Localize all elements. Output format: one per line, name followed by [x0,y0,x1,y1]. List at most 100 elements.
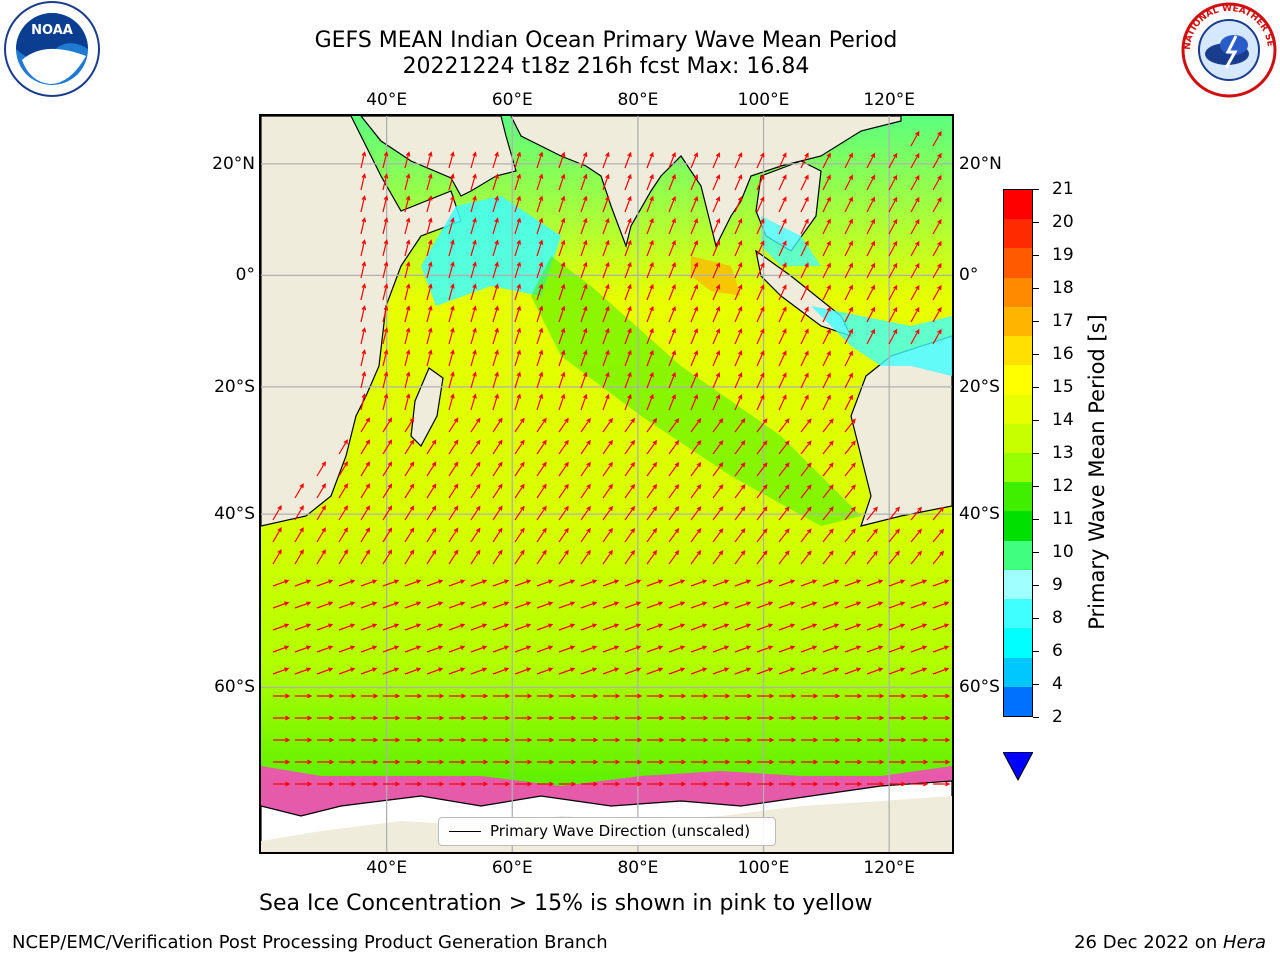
wave-arrow [558,151,566,169]
wave-arrow [514,505,525,521]
wave-arrow [360,667,378,675]
wave-arrow [426,305,433,323]
wave-arrow [625,715,643,721]
wave-arrow [866,152,876,169]
wave-arrow [712,440,724,455]
sea-ice-note: Sea Ice Concentration > 15% is shown in … [259,891,873,916]
wave-arrow [822,623,840,631]
wave-arrow [690,528,702,543]
wave-arrow [360,527,371,543]
wave-arrow [778,601,796,609]
wave-arrow [470,527,481,543]
wave-arrow [778,240,787,257]
wave-arrow [888,284,898,301]
wave-arrow [756,372,765,389]
wave-arrow [624,305,632,323]
australia-land [850,335,952,527]
wave-arrow [602,371,610,389]
wave-arrow [734,579,752,587]
wave-arrow [426,623,444,631]
wave-arrow [778,440,790,455]
wave-arrow [404,623,422,631]
wave-arrow [272,667,290,675]
wave-arrow [360,195,367,213]
wave-arrow [844,418,856,433]
wave-arrow [514,327,522,345]
wave-arrow [558,623,576,631]
wave-arrow [668,579,686,587]
wave-arrow [668,327,676,345]
wave-arrow [734,462,746,477]
wave-arrow [404,261,411,279]
wave-arrow [734,645,752,653]
wave-arrow [360,461,371,477]
colorbar-segment [1004,190,1032,220]
wave-arrow [449,781,467,787]
wave-arrow [647,693,665,699]
wave-arrow [295,759,313,765]
wave-arrow [360,349,367,367]
wave-arrow [801,781,819,787]
wave-arrow [361,759,379,765]
wave-arrow [602,623,620,631]
wave-arrow [734,328,743,345]
wave-arrow [382,393,389,411]
wave-arrow [691,715,709,721]
colorbar-extend-arrow-icon [1003,752,1033,782]
wave-arrow [580,393,588,411]
wave-arrow [756,284,765,301]
wave-arrow [712,550,724,565]
wave-arrow [448,623,466,631]
wave-arrow [580,439,591,455]
wave-arrow [690,393,699,411]
wave-arrow [801,759,819,765]
wave-arrow [691,759,709,765]
wave-arrow [734,196,743,213]
wave-arrow [404,217,411,235]
wave-arrow [295,693,313,699]
wave-arrow [382,667,400,675]
wave-arrow [404,173,411,191]
wave-arrow [823,781,841,787]
wave-arrow [515,693,533,699]
wave-arrow [536,417,547,433]
wave-arrow [514,549,525,565]
wave-arrow [734,306,743,323]
wave-arrow [338,461,348,477]
wave-arrow [514,239,522,257]
wave-arrow [360,305,367,323]
wave-arrow [581,693,599,699]
wave-arrow [690,151,699,169]
wave-arrow [713,781,731,787]
wave-arrow [624,195,632,213]
wave-arrow [470,417,481,433]
wave-arrow [757,759,775,765]
wave-arrow [822,218,831,235]
colorbar-tick-mark [1033,288,1039,289]
wave-arrow [580,217,588,235]
wave-arrow [294,505,304,521]
colorbar-segment [1004,540,1032,570]
wave-arrow [492,151,499,169]
wave-arrow [558,417,569,433]
wave-arrow [888,645,906,653]
wave-arrow [294,579,312,587]
wave-arrow [581,737,599,743]
wave-arrow [779,781,797,787]
wave-arrow [866,240,876,257]
wave-arrow [756,328,765,345]
wave-arrow [646,349,654,367]
wave-arrow [844,328,853,345]
wave-arrow [426,239,433,257]
wave-arrow [448,645,466,653]
wave-arrow [426,283,433,301]
wave-arrow [470,151,477,169]
wave-arrow [668,505,680,521]
wave-arrow [911,737,929,743]
wave-arrow [514,371,522,389]
wave-arrow [624,667,642,675]
wave-arrow [602,667,620,675]
wave-arrow [778,623,796,631]
wave-arrow [690,173,699,191]
map-frame [259,114,954,854]
